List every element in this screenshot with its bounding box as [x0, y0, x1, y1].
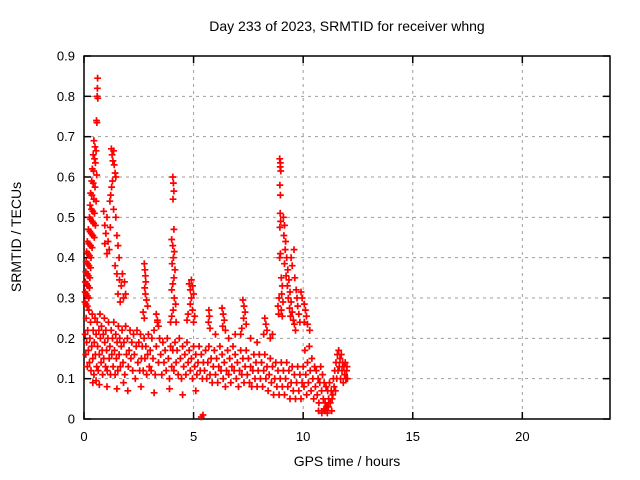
- y-tick-label: 0.6: [57, 170, 75, 185]
- y-tick-label: 0.1: [57, 371, 75, 386]
- plot-area: 0 5 10 15 20 0 0.1 0.2 0.3 0.4 0.5 0.6 0.7 0.8 0.9: [57, 49, 611, 444]
- x-tick-label: 15: [406, 429, 420, 444]
- y-tick-label: 0.8: [57, 89, 75, 104]
- data-points-markers: [81, 74, 351, 421]
- y-axis-label: SRMTID / TECUs: [8, 182, 24, 292]
- y-tick-label: 0.9: [57, 49, 75, 64]
- x-tick-label: 0: [80, 429, 87, 444]
- y-tick-label: 0.4: [57, 250, 75, 265]
- y-tick-label: 0.5: [57, 210, 75, 225]
- chart-title: Day 233 of 2023, SRMTID for receiver whn…: [209, 18, 484, 34]
- x-axis-label: GPS time / hours: [294, 453, 401, 469]
- x-tick-label: 20: [515, 429, 529, 444]
- x-tick-label: 10: [296, 429, 310, 444]
- y-tick-label: 0.7: [57, 129, 75, 144]
- x-tick-label: 5: [190, 429, 197, 444]
- plot-border: [83, 55, 611, 420]
- y-tick-label: 0.3: [57, 291, 75, 306]
- y-tick-label: 0.2: [57, 331, 75, 346]
- y-tick-label: 0: [68, 412, 75, 427]
